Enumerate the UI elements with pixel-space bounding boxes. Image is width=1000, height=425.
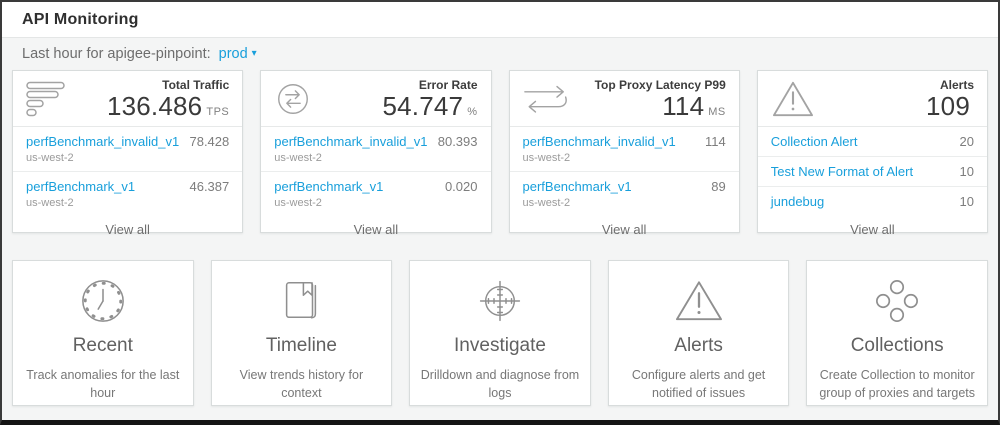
- nav-card-description: Track anomalies for the last hour: [26, 368, 180, 400]
- stat-card-title: Total Traffic: [162, 78, 230, 92]
- stat-card-total-traffic: Total Traffic 136.486 TPS perfBenchmark_…: [12, 70, 244, 237]
- region-label: us-west-2: [26, 152, 74, 165]
- table-row: Test New Format of Alert 10: [757, 156, 987, 186]
- nav-card-description: Create Collection to monitor group of pr…: [819, 368, 975, 400]
- warning-triangle-icon: [771, 79, 815, 119]
- view-all-link[interactable]: View all: [601, 222, 647, 238]
- row-value: 0.020: [444, 179, 478, 195]
- environment-bar: Last hour for apigee-pinpoint: prod ▾: [2, 38, 998, 68]
- stats-row: Total Traffic 136.486 TPS perfBenchmark_…: [2, 68, 998, 237]
- environment-dropdown[interactable]: prod ▾: [219, 46, 257, 62]
- nav-card-title: Investigate: [454, 335, 546, 356]
- environment-value: prod: [218, 46, 248, 62]
- table-row: perfBenchmark_invalid_v1 us-west-2 80.39…: [261, 127, 490, 171]
- nav-card-collections[interactable]: Collections Create Collection to monitor…: [806, 260, 988, 406]
- stat-card-rows: Collection Alert 20 Test New Format of A…: [757, 127, 987, 216]
- stat-card-unit: MS: [708, 106, 726, 118]
- stat-card-header: Alerts 109: [757, 71, 987, 128]
- region-label: us-west-2: [26, 197, 74, 210]
- app-header: API Monitoring: [2, 2, 998, 38]
- proxy-link[interactable]: perfBenchmark_v1: [26, 179, 136, 195]
- traffic-bars-icon: [26, 81, 68, 118]
- page-title: API Monitoring: [22, 10, 139, 28]
- stat-card-unit: TPS: [206, 106, 230, 118]
- stat-card-rows: perfBenchmark_invalid_v1 us-west-2 80.39…: [261, 127, 491, 216]
- row-value: 10: [959, 194, 974, 210]
- row-value: 89: [711, 179, 726, 195]
- stat-card-value: 114: [662, 91, 705, 121]
- nav-card-alerts[interactable]: Alerts Configure alerts and get notified…: [607, 260, 790, 406]
- proxy-link[interactable]: perfBenchmark_invalid_v1: [274, 134, 428, 150]
- view-all-link[interactable]: View all: [353, 222, 399, 238]
- nav-card-description: View trends history for context: [239, 368, 364, 400]
- table-row: Collection Alert 20: [758, 127, 987, 156]
- error-exchange-icon: [274, 80, 312, 118]
- table-row: perfBenchmark_v1 us-west-2 0.020: [261, 171, 491, 216]
- row-value: 10: [959, 164, 974, 180]
- table-row: perfBenchmark_v1 us-west-2 46.387: [13, 171, 243, 216]
- nav-row: Recent Track anomalies for the last hour…: [2, 260, 998, 406]
- chevron-down-icon: ▾: [251, 48, 257, 59]
- stat-card-alerts: Alerts 109 Collection Alert 20 Test: [756, 70, 988, 237]
- nav-card-timeline[interactable]: Timeline View trends history for context: [210, 260, 393, 406]
- stat-card-value: 54.747: [382, 91, 464, 121]
- proxy-link[interactable]: perfBenchmark_invalid_v1: [522, 134, 676, 150]
- nav-card-recent[interactable]: Recent Track anomalies for the last hour: [12, 260, 194, 406]
- stat-card-rows: perfBenchmark_invalid_v1 us-west-2 114 p…: [509, 127, 739, 216]
- table-row: perfBenchmark_invalid_v1 us-west-2 78.42…: [13, 127, 242, 171]
- proxy-link[interactable]: perfBenchmark_invalid_v1: [26, 134, 180, 150]
- view-all-link[interactable]: View all: [105, 222, 150, 238]
- alert-link[interactable]: Test New Format of Alert: [770, 164, 914, 180]
- stat-card-unit: %: [467, 106, 478, 118]
- stat-card-header: Top Proxy Latency P99 114 MS: [509, 71, 739, 128]
- stat-card-title: Alerts: [939, 78, 974, 92]
- nav-card-description: Drilldown and diagnose from logs: [420, 368, 580, 400]
- stat-card-header: Total Traffic 136.486 TPS: [13, 71, 243, 128]
- proxy-link[interactable]: perfBenchmark_v1: [274, 179, 384, 195]
- row-value: 78.428: [189, 134, 230, 150]
- nav-card-title: Alerts: [674, 335, 723, 356]
- nav-card-description: Configure alerts and get notified of iss…: [631, 368, 766, 400]
- table-row: perfBenchmark_v1 us-west-2 89: [509, 171, 739, 216]
- row-value: 80.393: [437, 134, 478, 150]
- stat-card-latency: Top Proxy Latency P99 114 MS perfBenchma…: [508, 70, 740, 237]
- row-value: 114: [705, 134, 726, 150]
- alert-link[interactable]: jundebug: [770, 194, 825, 210]
- environment-label: Last hour for apigee-pinpoint:: [22, 46, 211, 62]
- clock-icon: [80, 278, 126, 324]
- view-all-link[interactable]: View all: [850, 222, 895, 238]
- stat-card-title: Top Proxy Latency P99: [594, 78, 726, 92]
- stat-card-rows: perfBenchmark_invalid_v1 us-west-2 78.42…: [13, 127, 243, 216]
- region-label: us-west-2: [274, 197, 322, 210]
- region-label: us-west-2: [274, 152, 322, 165]
- stat-card-value: 109: [926, 91, 970, 121]
- nav-card-investigate[interactable]: Investigate Drilldown and diagnose from …: [409, 260, 591, 406]
- book-icon: [278, 278, 324, 324]
- row-value: 20: [959, 134, 974, 150]
- region-label: us-west-2: [522, 152, 571, 165]
- table-row: jundebug 10: [757, 186, 987, 216]
- stat-card-value: 136.486: [106, 91, 203, 121]
- warning-triangle-icon: [674, 278, 724, 324]
- row-value: 46.387: [189, 179, 230, 195]
- crosshair-icon: [476, 278, 524, 324]
- nav-card-title: Timeline: [265, 335, 337, 356]
- alert-link[interactable]: Collection Alert: [770, 134, 858, 150]
- circles-icon: [874, 278, 920, 324]
- table-row: perfBenchmark_invalid_v1 us-west-2 114: [510, 127, 739, 171]
- nav-card-title: Recent: [72, 335, 133, 356]
- nav-card-title: Collections: [850, 335, 944, 356]
- proxy-link[interactable]: perfBenchmark_v1: [522, 179, 632, 195]
- stat-card-title: Error Rate: [418, 78, 478, 92]
- stat-card-header: Error Rate 54.747 %: [261, 71, 491, 128]
- stat-card-error-rate: Error Rate 54.747 % perfBenchmark_invali…: [260, 70, 492, 237]
- region-label: us-west-2: [522, 197, 571, 210]
- latency-arrows-icon: [523, 83, 569, 116]
